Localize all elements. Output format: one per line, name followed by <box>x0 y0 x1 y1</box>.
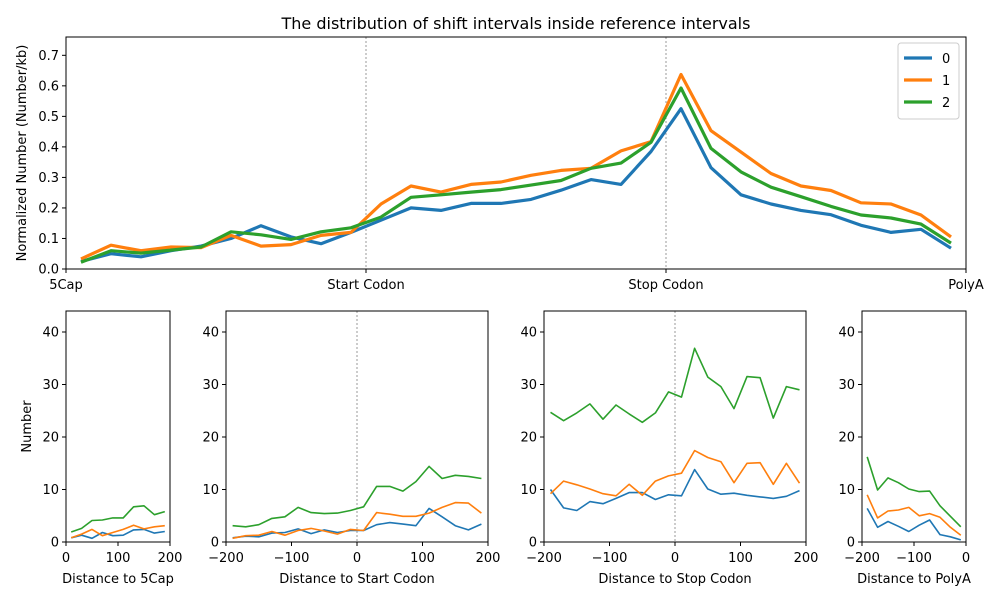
y-tick-label: 0.0 <box>38 263 59 278</box>
axes-frame <box>861 310 967 543</box>
x-tick-label: Stop Codon <box>628 278 703 293</box>
y-tick-label: 0.4 <box>38 140 59 155</box>
y-tick-label: 0.1 <box>38 232 59 247</box>
series-line-1 <box>80 72 952 261</box>
y-tick-label: 0.7 <box>38 49 59 64</box>
legend-label-1: 1 <box>942 74 950 89</box>
y-tick-label: 30 <box>520 378 537 393</box>
x-axis-label: Distance to PolyA <box>857 572 971 587</box>
y-tick-label: 0 <box>211 536 219 551</box>
x-tick-label: 200 <box>476 551 501 566</box>
series-line-0 <box>80 107 952 263</box>
series-line-1 <box>866 494 962 536</box>
series-line-1 <box>232 501 482 540</box>
x-axis-label: Distance to Start Codon <box>279 572 435 587</box>
y-tick-label: 0 <box>847 536 855 551</box>
series-line-2 <box>232 465 482 528</box>
series-line-0 <box>866 508 962 541</box>
x-tick-label: −100 <box>274 551 310 566</box>
series-line-1 <box>549 449 801 497</box>
y-tick-label: 10 <box>520 483 537 498</box>
legend-label-0: 0 <box>942 52 950 67</box>
y-tick-label: 40 <box>838 326 855 341</box>
x-tick-label: 200 <box>794 551 819 566</box>
series-line-0 <box>71 528 165 540</box>
x-tick-label: 100 <box>728 551 753 566</box>
x-tick-label: −100 <box>896 551 932 566</box>
y-tick-label: 10 <box>42 483 59 498</box>
series-line-2 <box>866 456 962 528</box>
y-tick-label: 0 <box>529 536 537 551</box>
x-tick-label: −200 <box>844 551 880 566</box>
plot-panel-3: 0 10 20 30 40 −200 −100 0 100 200 Distance to Stop… <box>520 310 819 587</box>
y-tick-label: 10 <box>202 483 219 498</box>
series-line-2 <box>70 504 166 533</box>
x-tick-label: −200 <box>526 551 562 566</box>
x-tick-label: 5Cap <box>49 278 83 293</box>
x-tick-label: 0 <box>962 551 970 566</box>
axes-frame <box>65 36 967 270</box>
plot-panel-0: 0.0 0.1 0.2 0.3 0.4 0.5 0.6 0.7 5Cap Start Codon S… <box>15 36 984 293</box>
x-tick-label: 100 <box>106 551 131 566</box>
y-tick-label: 0.5 <box>38 110 59 125</box>
chart-title: The distribution of shift intervals insi… <box>281 14 751 33</box>
x-tick-label: 0 <box>671 551 679 566</box>
y-axis-label: Number <box>20 400 35 453</box>
y-tick-label: 0.3 <box>38 171 59 186</box>
series-line-1 <box>70 524 165 539</box>
x-tick-label: −200 <box>208 551 244 566</box>
y-tick-label: 0 <box>51 536 59 551</box>
series-line-2 <box>80 86 952 264</box>
y-tick-label: 30 <box>202 378 219 393</box>
x-tick-label: PolyA <box>948 278 984 293</box>
y-tick-label: 40 <box>42 326 59 341</box>
y-tick-label: 0.6 <box>38 79 59 94</box>
plot-panel-1: 0 10 20 30 40 0 100 200 Distance to 5Cap Number <box>20 310 183 587</box>
x-tick-label: 200 <box>158 551 183 566</box>
y-tick-label: 20 <box>520 431 537 446</box>
plot-panel-4: 0 10 20 30 40 −200 −100 0 Distance to PolyA <box>838 310 971 587</box>
x-tick-label: −100 <box>592 551 628 566</box>
x-tick-label: Start Codon <box>327 278 404 293</box>
x-tick-label: 0 <box>62 551 70 566</box>
legend-label-2: 2 <box>942 96 950 111</box>
x-axis-label: Distance to Stop Codon <box>598 572 751 587</box>
series-line-0 <box>549 468 800 512</box>
y-axis-label: Normalized Number (Number/kb) <box>15 45 30 262</box>
series-line-2 <box>550 347 800 424</box>
y-tick-label: 20 <box>202 431 219 446</box>
axes-frame <box>65 310 171 543</box>
x-tick-label: 100 <box>410 551 435 566</box>
y-tick-label: 20 <box>838 431 855 446</box>
x-axis-label: Distance to 5Cap <box>62 572 174 587</box>
y-tick-label: 10 <box>838 483 855 498</box>
y-tick-label: 40 <box>202 326 219 341</box>
y-tick-label: 30 <box>838 378 855 393</box>
x-tick-label: 0 <box>353 551 361 566</box>
y-tick-label: 0.2 <box>38 201 59 216</box>
y-tick-label: 20 <box>42 431 59 446</box>
y-tick-label: 40 <box>520 326 537 341</box>
plot-panel-2: 0 10 20 30 40 −200 −100 0 100 200 Distance to Star… <box>202 310 501 587</box>
legend: 0 1 2 <box>897 42 960 120</box>
y-tick-label: 30 <box>42 378 59 393</box>
